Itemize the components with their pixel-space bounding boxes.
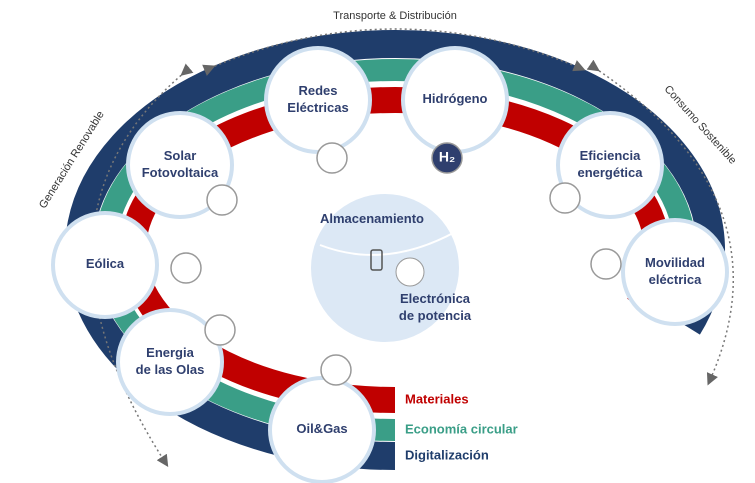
icon [549, 182, 581, 214]
node-label: Solar Fotovoltaica [142, 148, 219, 180]
node-label: Redes Eléctricas [287, 83, 348, 115]
icon [204, 314, 236, 346]
node [116, 308, 224, 416]
icon [590, 248, 622, 280]
h2-icon: H₂ [439, 149, 455, 165]
node-label: Eficiencia energética [577, 148, 643, 180]
center-divider [319, 231, 456, 256]
node-line: Eólica [86, 256, 125, 271]
node-line: Movilidad [645, 255, 705, 270]
battery-icon [370, 249, 383, 271]
node-label: Eólica [86, 256, 125, 271]
legend-label: Materiales [405, 391, 469, 406]
node-line: Eficiencia [580, 148, 641, 163]
icon [320, 354, 352, 386]
node-line: Oil&Gas [296, 421, 347, 436]
icon [170, 252, 202, 284]
node [621, 218, 729, 326]
node-line: eléctrica [649, 272, 703, 287]
ring-label: Transporte & Distribución [333, 10, 457, 22]
arrow-top [202, 28, 586, 76]
node-line: Hidrógeno [423, 91, 488, 106]
legend-label: Economía circular [405, 421, 518, 436]
node [268, 376, 376, 483]
node-label: Movilidad eléctrica [645, 255, 705, 287]
node-line: Almacenamiento [320, 211, 424, 226]
icon [206, 184, 238, 216]
node-label: Oil&Gas [296, 421, 347, 436]
node [126, 111, 234, 219]
icon [431, 142, 463, 174]
node-label: Energia de las Olas [136, 345, 205, 377]
node-line: Fotovoltaica [142, 165, 219, 180]
node-line: energética [577, 165, 643, 180]
node-line: Energia [146, 345, 194, 360]
node-label: Almacenamiento [320, 211, 424, 226]
nodes: Redes Eléctricas Hidrógeno Solar Fotovoltaic… [51, 46, 729, 483]
legend-label: Digitalización [405, 447, 489, 462]
center-circle [311, 194, 459, 342]
node-line: de las Olas [136, 362, 205, 377]
node-line: Electrónica [400, 291, 471, 306]
icon [316, 142, 348, 174]
node-line: de potencia [399, 308, 472, 323]
icon [395, 257, 425, 287]
node-line: Eléctricas [287, 100, 348, 115]
node [556, 111, 664, 219]
node-line: Redes [298, 83, 337, 98]
node-label: Hidrógeno [423, 91, 488, 106]
node-label: Electrónica de potencia [399, 291, 472, 323]
node-line: Solar [164, 148, 197, 163]
node [51, 211, 159, 319]
